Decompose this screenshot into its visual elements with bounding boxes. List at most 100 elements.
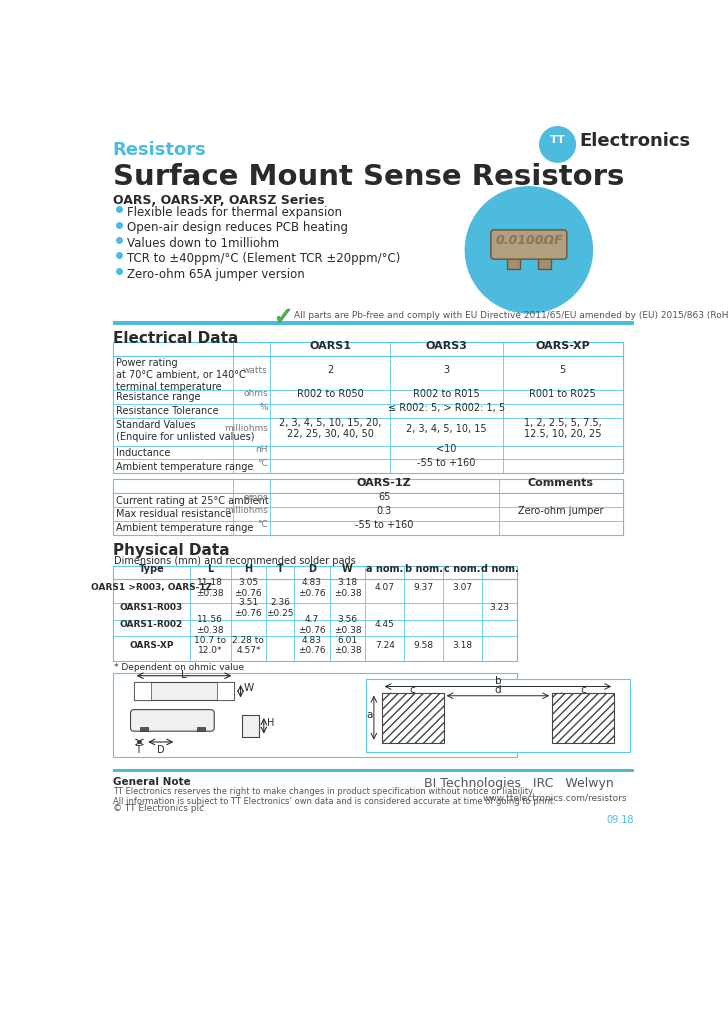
Text: d nom.: d nom. — [480, 564, 518, 574]
Text: d: d — [494, 685, 501, 695]
Bar — [197, 727, 205, 731]
Text: OARS-XP: OARS-XP — [129, 641, 174, 650]
Text: OARS, OARS-XP, OARSZ Series: OARS, OARS-XP, OARSZ Series — [113, 194, 324, 207]
Text: 09.18: 09.18 — [606, 815, 633, 825]
Text: 9.37: 9.37 — [414, 584, 434, 593]
Text: Comments: Comments — [528, 478, 593, 488]
Text: ohms: ohms — [243, 389, 268, 398]
Text: nH: nH — [256, 444, 268, 454]
Text: TT: TT — [550, 135, 566, 144]
Bar — [134, 682, 151, 700]
Text: Resistors: Resistors — [113, 141, 207, 160]
Bar — [140, 727, 148, 731]
Text: 5: 5 — [559, 365, 566, 375]
Text: 1, 2, 2.5, 5, 7.5,
12.5, 10, 20, 25: 1, 2, 2.5, 5, 7.5, 12.5, 10, 20, 25 — [523, 418, 601, 439]
Circle shape — [539, 127, 575, 162]
Text: Standard Values
(Enquire for unlisted values): Standard Values (Enquire for unlisted va… — [116, 420, 254, 441]
Text: ≤ R002: 5, > R002: 1, 5: ≤ R002: 5, > R002: 1, 5 — [388, 402, 505, 413]
Text: 3: 3 — [443, 365, 449, 375]
Bar — [552, 692, 614, 742]
Text: R002 to R015: R002 to R015 — [413, 389, 480, 399]
Text: 4.7
±0.76: 4.7 ±0.76 — [298, 615, 325, 635]
Text: Electronics: Electronics — [579, 132, 690, 150]
Text: General Note: General Note — [113, 776, 191, 786]
Text: All parts are Pb-free and comply with EU Directive 2011/65/EU amended by (EU) 20: All parts are Pb-free and comply with EU… — [294, 310, 728, 319]
Text: Power rating
at 70°C ambient, or 140°C
terminal temperature: Power rating at 70°C ambient, or 140°C t… — [116, 358, 245, 392]
Text: D: D — [157, 745, 165, 755]
Text: 4.83
±0.76: 4.83 ±0.76 — [298, 579, 325, 598]
Text: 3.56
±0.38: 3.56 ±0.38 — [333, 615, 361, 635]
Text: OARS1 >R003, OARS-1Z: OARS1 >R003, OARS-1Z — [91, 584, 212, 593]
Text: R001 to R025: R001 to R025 — [529, 389, 596, 399]
Text: T: T — [135, 745, 141, 755]
FancyBboxPatch shape — [130, 710, 214, 731]
Text: 2.28 to
4.57*: 2.28 to 4.57* — [232, 636, 264, 655]
Text: watts: watts — [243, 366, 268, 375]
Text: T: T — [277, 564, 283, 574]
Text: a nom.: a nom. — [366, 564, 403, 574]
Text: OARS1-R002: OARS1-R002 — [120, 621, 183, 630]
Bar — [242, 715, 259, 736]
Bar — [113, 479, 622, 535]
Text: 10.7 to
12.0*: 10.7 to 12.0* — [194, 636, 226, 655]
Text: Electrical Data: Electrical Data — [113, 331, 238, 346]
Bar — [113, 769, 633, 772]
Text: Zero-ohm jumper: Zero-ohm jumper — [518, 506, 604, 516]
Text: Zero-ohm 65A jumper version: Zero-ohm 65A jumper version — [127, 267, 304, 281]
Text: W: W — [244, 683, 254, 693]
Text: Surface Mount Sense Resistors: Surface Mount Sense Resistors — [113, 163, 624, 190]
Text: 6.01
±0.38: 6.01 ±0.38 — [333, 636, 361, 655]
Text: 0.0100ΩF: 0.0100ΩF — [495, 234, 563, 247]
Text: Current rating at 25°C ambient: Current rating at 25°C ambient — [116, 496, 269, 506]
Text: 3.18
±0.38: 3.18 ±0.38 — [333, 579, 361, 598]
Bar — [366, 679, 630, 752]
Text: 3.23: 3.23 — [489, 603, 510, 612]
Text: 2.36
±0.25: 2.36 ±0.25 — [266, 598, 294, 617]
Bar — [113, 321, 633, 325]
Text: 65: 65 — [378, 493, 390, 502]
Text: BI Technologies   IRC   Welwyn: BI Technologies IRC Welwyn — [424, 776, 614, 790]
Text: 0.3: 0.3 — [376, 506, 392, 516]
Text: OARS1-R003: OARS1-R003 — [120, 603, 183, 612]
Text: TCR to ±40ppm/°C (Element TCR ±20ppm/°C): TCR to ±40ppm/°C (Element TCR ±20ppm/°C) — [127, 252, 400, 265]
Bar — [507, 243, 520, 269]
Text: 4.45: 4.45 — [375, 621, 395, 630]
Bar — [134, 682, 234, 700]
Text: 7.24: 7.24 — [375, 641, 395, 650]
Text: OARS-XP: OARS-XP — [535, 341, 590, 351]
Text: Resistance Tolerance: Resistance Tolerance — [116, 407, 218, 416]
Text: Flexible leads for thermal expansion: Flexible leads for thermal expansion — [127, 206, 341, 219]
Text: 3.07: 3.07 — [452, 584, 472, 593]
Text: D: D — [308, 564, 316, 574]
Text: °C: °C — [257, 520, 268, 529]
Bar — [381, 692, 443, 742]
Text: Dimensions (mm) and recommended solder pads: Dimensions (mm) and recommended solder p… — [114, 556, 356, 566]
Text: °C: °C — [257, 459, 268, 468]
Text: OARS1: OARS1 — [309, 341, 351, 351]
Text: milliohms: milliohms — [223, 507, 268, 515]
Text: %: % — [259, 403, 268, 413]
Text: 4.07: 4.07 — [375, 584, 395, 593]
Text: c: c — [410, 685, 416, 695]
Text: L: L — [207, 564, 213, 574]
Text: 2, 3, 4, 5, 10, 15: 2, 3, 4, 5, 10, 15 — [406, 424, 486, 433]
Text: Values down to 1milliohm: Values down to 1milliohm — [127, 237, 279, 250]
Text: 4.83
±0.76: 4.83 ±0.76 — [298, 636, 325, 655]
Text: -55 to +160: -55 to +160 — [417, 458, 475, 468]
Text: 2, 3, 4, 5, 10, 15, 20,
22, 25, 30, 40, 50: 2, 3, 4, 5, 10, 15, 20, 22, 25, 30, 40, … — [279, 418, 381, 439]
Text: Physical Data: Physical Data — [113, 543, 229, 557]
Text: amps: amps — [243, 493, 268, 502]
Text: Open-air design reduces PCB heating: Open-air design reduces PCB heating — [127, 221, 348, 234]
Text: H: H — [245, 564, 253, 574]
Text: 11.18
±0.38: 11.18 ±0.38 — [197, 579, 224, 598]
Bar — [113, 673, 518, 758]
Bar — [538, 243, 550, 269]
Text: W: W — [342, 564, 353, 574]
Text: a: a — [366, 710, 372, 720]
Text: 2: 2 — [327, 365, 333, 375]
Text: www.ttelectronics.com/resistors: www.ttelectronics.com/resistors — [483, 794, 627, 803]
Text: Ambient temperature range: Ambient temperature range — [116, 462, 253, 472]
Text: 9.58: 9.58 — [414, 641, 434, 650]
Text: -55 to +160: -55 to +160 — [355, 520, 414, 529]
Text: 11.56
±0.38: 11.56 ±0.38 — [197, 615, 224, 635]
